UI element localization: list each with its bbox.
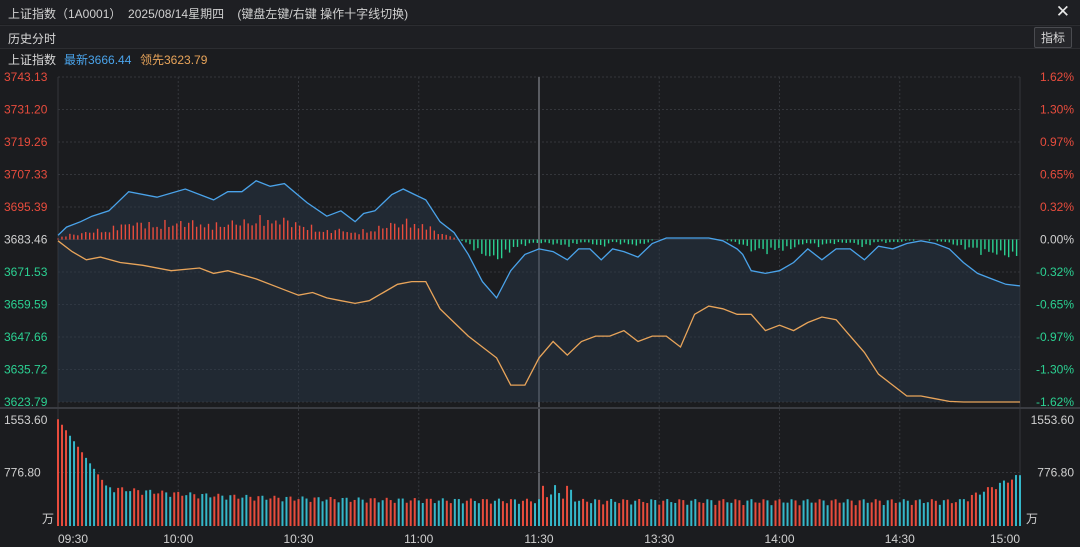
volume-y-tick: 776.80 bbox=[1037, 466, 1074, 480]
volume-y-tick: 1553.60 bbox=[4, 413, 48, 427]
sub-toolbar: 历史分时 指标 bbox=[0, 25, 1080, 49]
y-tick-right: 0.32% bbox=[1040, 200, 1074, 214]
y-tick-right: -1.62% bbox=[1036, 395, 1074, 409]
close-icon[interactable]: ✕ bbox=[1055, 2, 1070, 21]
x-tick-label: 09:30 bbox=[58, 532, 88, 546]
x-tick-label: 14:00 bbox=[764, 532, 794, 546]
window-title: 上证指数（1A0001） 2025/08/14星期四 (键盘左键/右键 操作十字… bbox=[8, 7, 409, 21]
price-series-line bbox=[57, 180, 1021, 300]
y-tick-right: 1.62% bbox=[1040, 70, 1074, 84]
y-tick-right: -0.32% bbox=[1036, 265, 1074, 279]
legend-index-name: 上证指数 bbox=[8, 53, 57, 67]
y-tick-left: 3635.72 bbox=[4, 363, 48, 377]
x-tick-label: 15:00 bbox=[990, 532, 1020, 546]
volume-y-tick: 776.80 bbox=[4, 466, 41, 480]
x-tick-label: 11:30 bbox=[524, 532, 553, 546]
y-tick-left: 3731.20 bbox=[4, 103, 48, 117]
price-area bbox=[58, 180, 1020, 402]
x-tick-label: 13:30 bbox=[644, 532, 674, 546]
volume-unit: 万 bbox=[1026, 512, 1038, 526]
y-tick-left: 3719.26 bbox=[4, 135, 48, 149]
x-tick-label: 10:30 bbox=[283, 532, 313, 546]
y-tick-left: 3683.46 bbox=[4, 233, 48, 247]
x-tick-label: 11:00 bbox=[404, 532, 433, 546]
tab-history-intraday[interactable]: 历史分时 bbox=[8, 32, 57, 46]
y-tick-left: 3743.13 bbox=[4, 70, 48, 84]
legend-latest: 最新3666.44 bbox=[64, 53, 132, 67]
indicator-button[interactable]: 指标 bbox=[1033, 27, 1072, 48]
y-tick-left: 3671.53 bbox=[4, 265, 48, 279]
y-tick-right: -0.97% bbox=[1036, 330, 1074, 344]
y-tick-right: 0.00% bbox=[1040, 233, 1074, 247]
y-tick-right: -1.30% bbox=[1036, 363, 1074, 377]
y-tick-left: 3623.79 bbox=[4, 395, 48, 409]
title-bar: 上证指数（1A0001） 2025/08/14星期四 (键盘左键/右键 操作十字… bbox=[0, 0, 1080, 24]
y-tick-left: 3647.66 bbox=[4, 330, 48, 344]
y-tick-right: 1.30% bbox=[1040, 103, 1074, 117]
y-tick-left: 3707.33 bbox=[4, 168, 48, 182]
y-tick-right: 0.97% bbox=[1040, 135, 1074, 149]
lead-series-line bbox=[57, 240, 1020, 403]
y-tick-left: 3659.59 bbox=[4, 298, 48, 312]
y-tick-right: 0.65% bbox=[1040, 168, 1074, 182]
volume-y-tick: 1553.60 bbox=[1031, 413, 1075, 427]
legend-lead: 领先3623.79 bbox=[140, 53, 208, 67]
y-tick-left: 3695.39 bbox=[4, 200, 48, 214]
volume-unit: 万 bbox=[42, 512, 54, 526]
x-tick-label: 10:00 bbox=[163, 532, 193, 546]
x-tick-label: 14:30 bbox=[885, 532, 915, 546]
y-tick-right: -0.65% bbox=[1036, 298, 1074, 312]
